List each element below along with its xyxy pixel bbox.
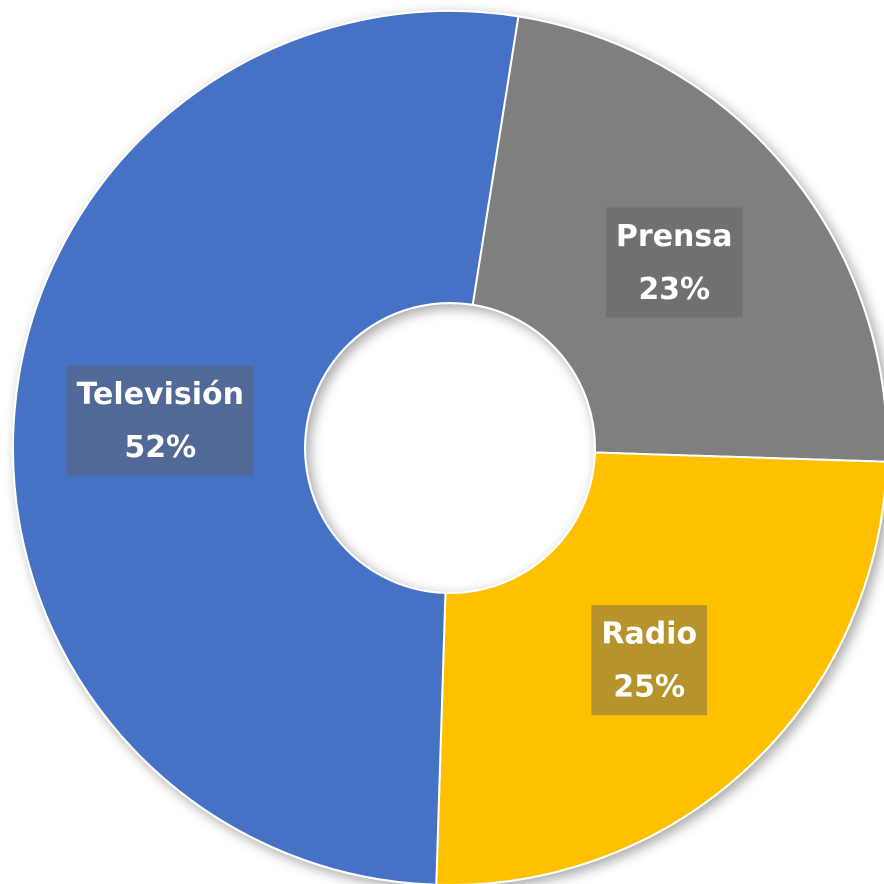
data-label: Radio 25% [591, 605, 708, 716]
value-label: 52% [124, 430, 196, 465]
data-labels: Prensa 23% Radio 25% Televisión 52% [66, 207, 743, 716]
category-label: Televisión [77, 377, 244, 412]
slice [435, 451, 884, 884]
slice [12, 10, 520, 884]
category-label: Radio [601, 617, 697, 652]
label-box [605, 207, 743, 318]
category-label: Prensa [616, 219, 733, 254]
data-label: Prensa 23% [605, 207, 743, 318]
label-box [66, 365, 254, 476]
slice [471, 15, 884, 463]
value-label: 23% [638, 272, 710, 307]
donut [12, 10, 884, 884]
value-label: 25% [613, 670, 685, 705]
data-label: Televisión 52% [66, 365, 254, 476]
label-box [591, 605, 708, 716]
